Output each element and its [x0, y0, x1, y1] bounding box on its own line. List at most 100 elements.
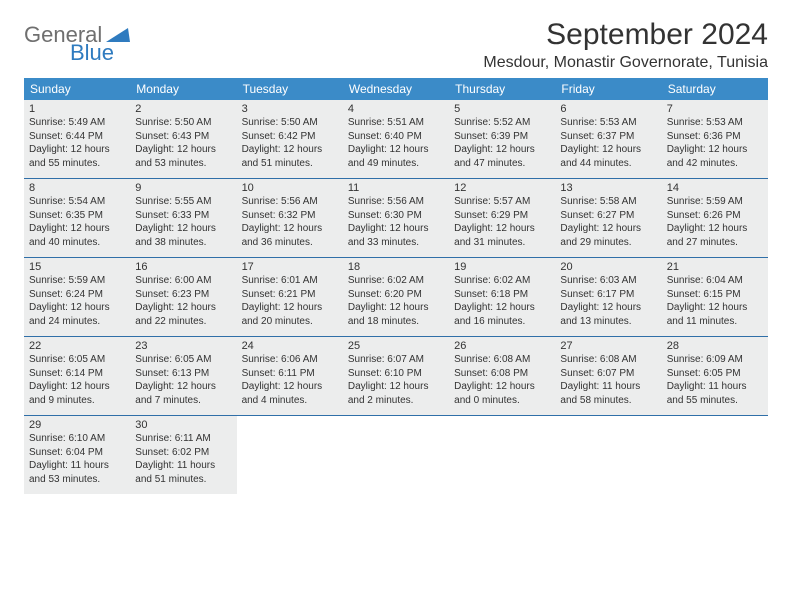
day-number: 26 — [454, 340, 550, 352]
calendar-day: 13Sunrise: 5:58 AMSunset: 6:27 PMDayligh… — [555, 179, 661, 257]
weekday-header: Sunday — [24, 78, 130, 100]
calendar-day: 29Sunrise: 6:10 AMSunset: 6:04 PMDayligh… — [24, 416, 130, 494]
sunset-line: Sunset: 6:29 PM — [454, 209, 550, 223]
weekday-header-row: SundayMondayTuesdayWednesdayThursdayFrid… — [24, 78, 768, 100]
sunset-line: Sunset: 6:36 PM — [667, 130, 763, 144]
sunrise-line: Sunrise: 5:50 AM — [242, 116, 338, 130]
sunrise-line: Sunrise: 6:05 AM — [135, 353, 231, 367]
calendar-day-empty — [343, 416, 449, 494]
sunset-line: Sunset: 6:15 PM — [667, 288, 763, 302]
location: Mesdour, Monastir Governorate, Tunisia — [483, 54, 768, 72]
sunrise-line: Sunrise: 6:07 AM — [348, 353, 444, 367]
weekday-header: Wednesday — [343, 78, 449, 100]
sunrise-line: Sunrise: 6:04 AM — [667, 274, 763, 288]
sunset-line: Sunset: 6:13 PM — [135, 367, 231, 381]
daylight-line: Daylight: 12 hours and 4 minutes. — [242, 380, 338, 407]
daylight-line: Daylight: 12 hours and 38 minutes. — [135, 222, 231, 249]
calendar-week: 29Sunrise: 6:10 AMSunset: 6:04 PMDayligh… — [24, 416, 768, 494]
day-number: 19 — [454, 261, 550, 273]
sunrise-line: Sunrise: 6:01 AM — [242, 274, 338, 288]
sunset-line: Sunset: 6:10 PM — [348, 367, 444, 381]
calendar-day-empty — [662, 416, 768, 494]
daylight-line: Daylight: 12 hours and 47 minutes. — [454, 143, 550, 170]
day-number: 28 — [667, 340, 763, 352]
calendar-day: 1Sunrise: 5:49 AMSunset: 6:44 PMDaylight… — [24, 100, 130, 178]
day-number: 27 — [560, 340, 656, 352]
day-number: 20 — [560, 261, 656, 273]
day-number: 7 — [667, 103, 763, 115]
sunrise-line: Sunrise: 5:56 AM — [348, 195, 444, 209]
sunset-line: Sunset: 6:17 PM — [560, 288, 656, 302]
header: General Blue September 2024 Mesdour, Mon… — [24, 18, 768, 72]
daylight-line: Daylight: 11 hours and 55 minutes. — [667, 380, 763, 407]
weekday-header: Monday — [130, 78, 236, 100]
sunrise-line: Sunrise: 5:52 AM — [454, 116, 550, 130]
sunset-line: Sunset: 6:39 PM — [454, 130, 550, 144]
calendar-day: 27Sunrise: 6:08 AMSunset: 6:07 PMDayligh… — [555, 337, 661, 415]
day-number: 12 — [454, 182, 550, 194]
day-number: 25 — [348, 340, 444, 352]
title-block: September 2024 Mesdour, Monastir Governo… — [483, 18, 768, 72]
daylight-line: Daylight: 12 hours and 11 minutes. — [667, 301, 763, 328]
day-number: 2 — [135, 103, 231, 115]
sunrise-line: Sunrise: 6:03 AM — [560, 274, 656, 288]
day-number: 17 — [242, 261, 338, 273]
day-number: 18 — [348, 261, 444, 273]
sunrise-line: Sunrise: 5:51 AM — [348, 116, 444, 130]
sunrise-line: Sunrise: 5:57 AM — [454, 195, 550, 209]
calendar-day-empty — [237, 416, 343, 494]
calendar-day: 25Sunrise: 6:07 AMSunset: 6:10 PMDayligh… — [343, 337, 449, 415]
sunrise-line: Sunrise: 5:53 AM — [667, 116, 763, 130]
sunrise-line: Sunrise: 5:55 AM — [135, 195, 231, 209]
calendar-day: 26Sunrise: 6:08 AMSunset: 6:08 PMDayligh… — [449, 337, 555, 415]
calendar-day: 5Sunrise: 5:52 AMSunset: 6:39 PMDaylight… — [449, 100, 555, 178]
day-number: 23 — [135, 340, 231, 352]
calendar-week: 22Sunrise: 6:05 AMSunset: 6:14 PMDayligh… — [24, 337, 768, 416]
calendar-body: 1Sunrise: 5:49 AMSunset: 6:44 PMDaylight… — [24, 100, 768, 494]
day-number: 21 — [667, 261, 763, 273]
weekday-header: Thursday — [449, 78, 555, 100]
calendar-day: 12Sunrise: 5:57 AMSunset: 6:29 PMDayligh… — [449, 179, 555, 257]
sunrise-line: Sunrise: 6:08 AM — [560, 353, 656, 367]
day-number: 1 — [29, 103, 125, 115]
calendar-day: 24Sunrise: 6:06 AMSunset: 6:11 PMDayligh… — [237, 337, 343, 415]
daylight-line: Daylight: 12 hours and 20 minutes. — [242, 301, 338, 328]
calendar-day: 18Sunrise: 6:02 AMSunset: 6:20 PMDayligh… — [343, 258, 449, 336]
day-number: 16 — [135, 261, 231, 273]
sunrise-line: Sunrise: 6:10 AM — [29, 432, 125, 446]
day-number: 4 — [348, 103, 444, 115]
day-number: 11 — [348, 182, 444, 194]
calendar-day: 9Sunrise: 5:55 AMSunset: 6:33 PMDaylight… — [130, 179, 236, 257]
sunrise-line: Sunrise: 5:54 AM — [29, 195, 125, 209]
day-number: 10 — [242, 182, 338, 194]
sunrise-line: Sunrise: 5:58 AM — [560, 195, 656, 209]
sunset-line: Sunset: 6:23 PM — [135, 288, 231, 302]
daylight-line: Daylight: 12 hours and 53 minutes. — [135, 143, 231, 170]
daylight-line: Daylight: 12 hours and 9 minutes. — [29, 380, 125, 407]
daylight-line: Daylight: 12 hours and 51 minutes. — [242, 143, 338, 170]
sunset-line: Sunset: 6:42 PM — [242, 130, 338, 144]
calendar-day: 7Sunrise: 5:53 AMSunset: 6:36 PMDaylight… — [662, 100, 768, 178]
day-number: 13 — [560, 182, 656, 194]
sunset-line: Sunset: 6:04 PM — [29, 446, 125, 460]
sunrise-line: Sunrise: 6:11 AM — [135, 432, 231, 446]
sunset-line: Sunset: 6:14 PM — [29, 367, 125, 381]
month-title: September 2024 — [483, 18, 768, 52]
day-number: 15 — [29, 261, 125, 273]
calendar-week: 15Sunrise: 5:59 AMSunset: 6:24 PMDayligh… — [24, 258, 768, 337]
sunset-line: Sunset: 6:07 PM — [560, 367, 656, 381]
sunset-line: Sunset: 6:37 PM — [560, 130, 656, 144]
sunset-line: Sunset: 6:08 PM — [454, 367, 550, 381]
calendar-day: 15Sunrise: 5:59 AMSunset: 6:24 PMDayligh… — [24, 258, 130, 336]
daylight-line: Daylight: 12 hours and 55 minutes. — [29, 143, 125, 170]
sunset-line: Sunset: 6:24 PM — [29, 288, 125, 302]
sunset-line: Sunset: 6:18 PM — [454, 288, 550, 302]
day-number: 9 — [135, 182, 231, 194]
sunrise-line: Sunrise: 6:00 AM — [135, 274, 231, 288]
sunrise-line: Sunrise: 6:05 AM — [29, 353, 125, 367]
calendar-day: 8Sunrise: 5:54 AMSunset: 6:35 PMDaylight… — [24, 179, 130, 257]
daylight-line: Daylight: 12 hours and 29 minutes. — [560, 222, 656, 249]
sunset-line: Sunset: 6:26 PM — [667, 209, 763, 223]
daylight-line: Daylight: 12 hours and 42 minutes. — [667, 143, 763, 170]
sunset-line: Sunset: 6:44 PM — [29, 130, 125, 144]
